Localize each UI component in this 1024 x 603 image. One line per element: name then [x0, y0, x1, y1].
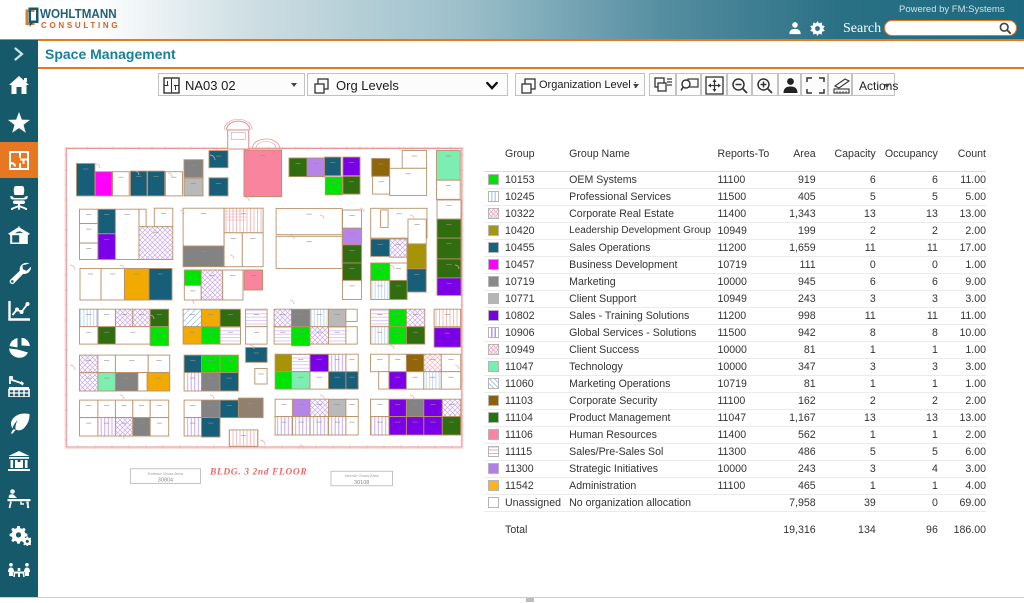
- svg-text:BLDG. 3 2nd FLOOR: BLDG. 3 2nd FLOOR: [209, 468, 307, 478]
- svg-text:30804: 30804: [158, 478, 173, 484]
- svg-text:30108: 30108: [354, 480, 369, 486]
- svg-text:Interior Gross Area: Interior Gross Area: [345, 473, 379, 478]
- svg-text:Exterior Gross Area: Exterior Gross Area: [148, 471, 184, 476]
